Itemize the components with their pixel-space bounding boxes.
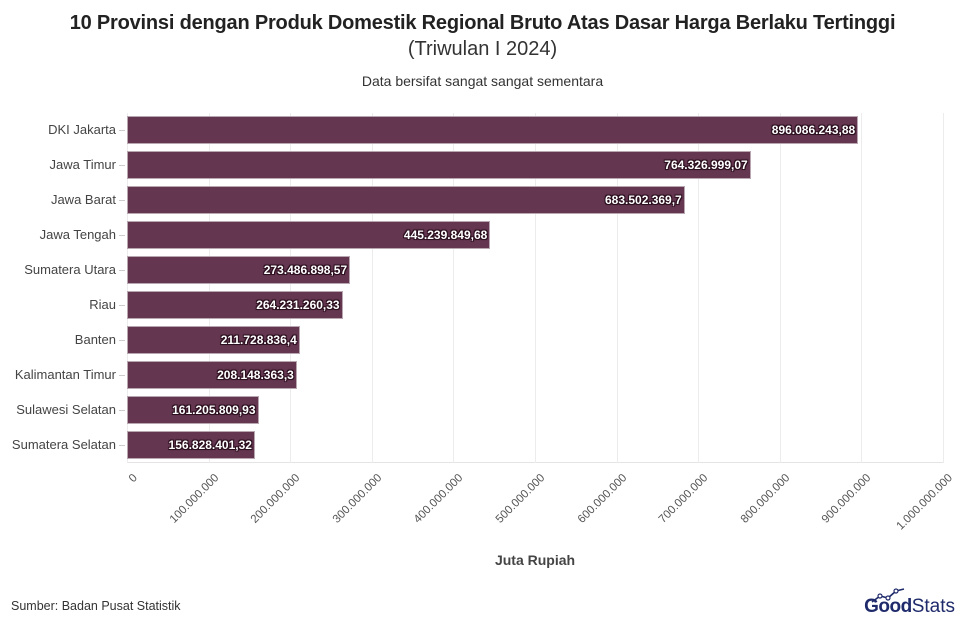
bar[interactable]: 264.231.260,33 <box>127 291 343 319</box>
y-tick-mark <box>119 340 125 341</box>
bar-value-label: 445.239.849,68 <box>403 228 488 242</box>
bar[interactable]: 161.205.809,93 <box>127 396 259 424</box>
bar[interactable]: 896.086.243,88 <box>127 116 859 144</box>
chart-subtitle: (Triwulan I 2024) <box>407 38 558 60</box>
y-tick-mark <box>119 270 125 271</box>
category-label: Sulawesi Selatan <box>16 402 116 417</box>
category-label: Riau <box>89 297 116 312</box>
x-axis-label: Juta Rupiah <box>494 552 576 568</box>
y-tick-mark <box>119 200 125 201</box>
x-tick-label: 700.000.000 <box>656 472 711 526</box>
gridline <box>779 113 781 463</box>
bar-value-label: 208.148.363,3 <box>217 368 294 382</box>
bar[interactable]: 208.148.363,3 <box>127 361 297 389</box>
chart-note: Data bersifat sangat sangat sementara <box>361 73 604 89</box>
gridline <box>127 113 128 463</box>
y-tick-mark <box>119 130 125 131</box>
x-tick-label: 200.000.000 <box>248 472 303 526</box>
trend-line-icon <box>871 588 905 603</box>
x-tick-label: 600.000.000 <box>575 472 630 526</box>
gridline <box>861 113 863 463</box>
bar-value-label: 683.502.369,7 <box>604 193 682 207</box>
logo-stats: Stats <box>911 596 955 617</box>
bar-row: Jawa Timur 764.326.999,07 <box>50 151 943 179</box>
bar-row: Kalimantan Timur 208.148.363,3 <box>15 361 943 389</box>
chart-title: 10 Provinsi dengan Produk Domestik Regio… <box>69 12 896 34</box>
x-tick-label: 900.000.000 <box>820 472 874 526</box>
bar-value-label: 156.828.401,32 <box>168 438 252 452</box>
y-tick-mark <box>119 375 125 376</box>
bar-value-label: 211.728.836,4 <box>220 333 297 347</box>
bar-value-label: 161.205.809,93 <box>172 403 256 417</box>
y-tick-mark <box>119 445 125 446</box>
bar-row: Sulawesi Selatan 161.205.809,93 <box>16 396 943 424</box>
bar-row: Sumatera Selatan 156.828.401,32 <box>12 431 943 459</box>
bar[interactable]: 273.486.898,57 <box>127 256 351 284</box>
bar[interactable]: 156.828.401,32 <box>127 431 255 459</box>
bar-value-label: 764.326.999,07 <box>664 158 748 172</box>
bar-row: Banten 211.728.836,4 <box>75 326 943 354</box>
bar-value-label: 264.231.260,33 <box>256 298 340 312</box>
gridline <box>943 113 944 463</box>
gridline <box>371 113 373 463</box>
bar[interactable]: 683.502.369,7 <box>127 186 685 214</box>
bar-row: Sumatera Utara 273.486.898,57 <box>24 256 943 284</box>
x-tick-label: 100.000.000 <box>167 472 222 526</box>
gridline <box>616 113 618 463</box>
bar[interactable]: 445.239.849,68 <box>127 221 491 249</box>
y-tick-mark <box>119 165 125 166</box>
x-tick-label: 400.000.000 <box>412 472 466 526</box>
x-tick-label: 800.000.000 <box>738 472 793 526</box>
gridline <box>453 113 455 463</box>
x-tick-label: 0 <box>126 472 140 486</box>
bar-row: Jawa Tengah 445.239.849,68 <box>40 221 943 249</box>
bar[interactable]: 764.326.999,07 <box>127 151 751 179</box>
y-tick-mark <box>119 235 125 236</box>
bar[interactable]: 211.728.836,4 <box>127 326 300 354</box>
category-label: Jawa Timur <box>49 157 116 172</box>
plot-area: DKI Jakarta 896.086.243,88 Jawa Timur 764.3… <box>12 113 944 463</box>
gridline <box>290 113 292 463</box>
x-tick-label: 1.000.000.000 <box>894 472 956 533</box>
category-label: Jawa Barat <box>50 192 116 207</box>
gridline <box>698 113 700 463</box>
logo-good: Good <box>864 596 912 617</box>
bar-row: DKI Jakarta 896.086.243,88 <box>48 116 943 144</box>
bar-row: Riau 264.231.260,33 <box>89 291 943 319</box>
category-label: DKI Jakarta <box>48 122 116 137</box>
x-tick-label: 300.000.000 <box>330 472 385 526</box>
source-note: Sumber: Badan Pusat Statistik <box>11 599 181 613</box>
category-label: Sumatera Selatan <box>11 437 116 452</box>
category-label: Jawa Tengah <box>39 227 116 242</box>
bar-row: Jawa Barat 683.502.369,7 <box>51 186 943 214</box>
y-tick-mark <box>119 410 125 411</box>
bar-value-label: 273.486.898,57 <box>263 263 348 277</box>
x-tick-label: 500.000.000 <box>493 472 548 526</box>
bar-value-label: 896.086.243,88 <box>771 123 856 137</box>
category-label: Sumatera Utara <box>24 262 116 277</box>
goodstats-logo: Good Stats <box>864 588 955 618</box>
gridline <box>208 113 210 463</box>
category-label: Banten <box>74 332 116 347</box>
category-label: Kalimantan Timur <box>14 367 116 382</box>
gridline <box>535 113 536 463</box>
y-tick-mark <box>119 305 125 306</box>
